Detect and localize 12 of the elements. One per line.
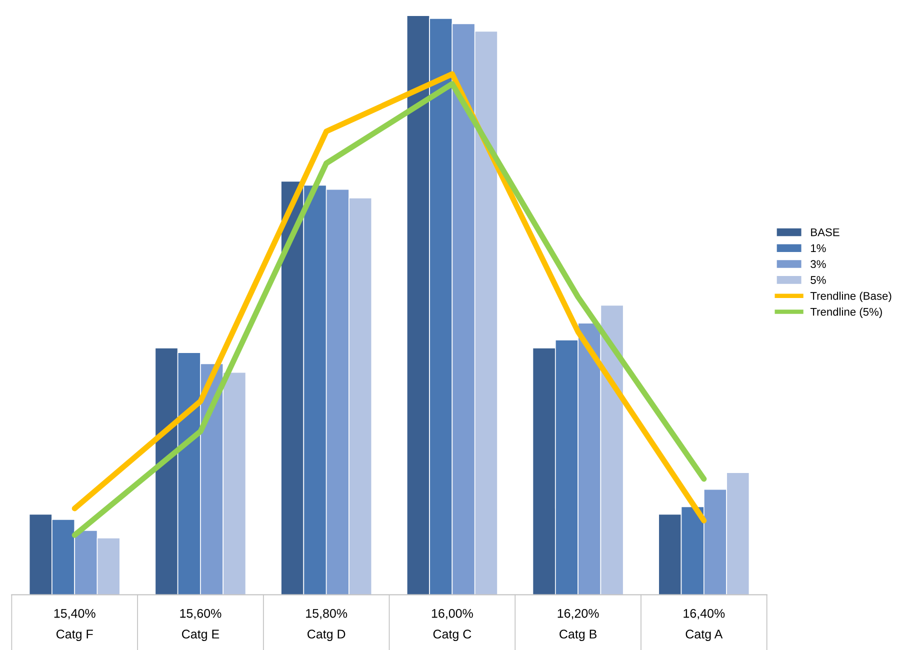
- legend-label: 5%: [810, 276, 826, 284]
- legend-label: 3%: [810, 260, 826, 268]
- legend-label: BASE: [811, 228, 840, 236]
- legend-label: Trendline (Base): [810, 292, 892, 302]
- x-tick-label: 16,00% Catg C: [432, 608, 473, 641]
- x-tick-label: 15,80% Catg D: [306, 608, 348, 641]
- x-tick-label: 15,60% Catg E: [180, 608, 222, 641]
- legend-label: Trendline (5%): [810, 308, 882, 318]
- x-tick-label: 15,40% Catg F: [54, 608, 96, 641]
- x-tick-label: 16,40% Catg A: [684, 608, 725, 641]
- legend-label: 1%: [811, 244, 826, 252]
- x-tick-label: 16,20% Catg B: [558, 608, 599, 641]
